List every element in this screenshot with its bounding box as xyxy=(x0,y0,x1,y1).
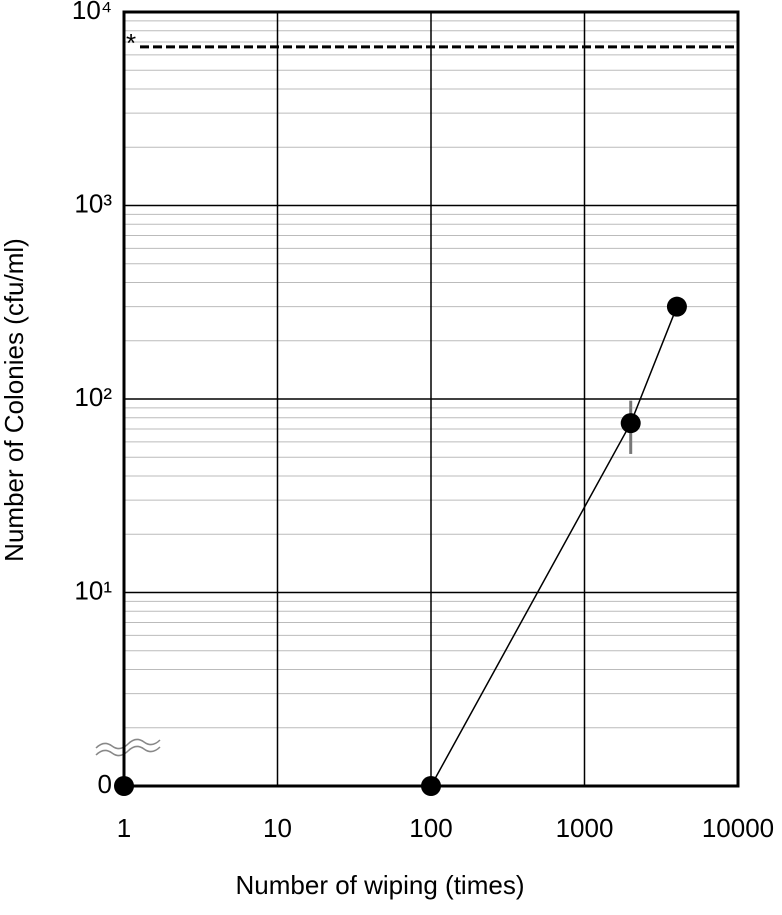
x-tick-label: 100 xyxy=(409,813,452,843)
y-tick-label: 10¹ xyxy=(74,575,112,605)
y-tick-label: 0 xyxy=(98,769,112,799)
y-tick-label: 10⁴ xyxy=(72,0,112,25)
y-tick-label: 10³ xyxy=(74,188,112,218)
series-line xyxy=(124,306,678,787)
data-point xyxy=(421,776,441,796)
data-point xyxy=(114,776,134,796)
reference-label: * xyxy=(126,28,136,58)
x-tick-label: 10000 xyxy=(702,813,774,843)
data-point xyxy=(666,296,687,317)
x-tick-label: 10 xyxy=(263,813,292,843)
y-tick-label: 10² xyxy=(74,382,112,412)
y-axis-title: Number of Colonies (cfu/ml) xyxy=(0,238,29,562)
data-point xyxy=(620,413,641,434)
x-tick-label: 1000 xyxy=(556,813,614,843)
x-tick-label: 1 xyxy=(117,813,131,843)
axis-break xyxy=(95,738,161,757)
x-axis-title: Number of wiping (times) xyxy=(236,870,525,900)
